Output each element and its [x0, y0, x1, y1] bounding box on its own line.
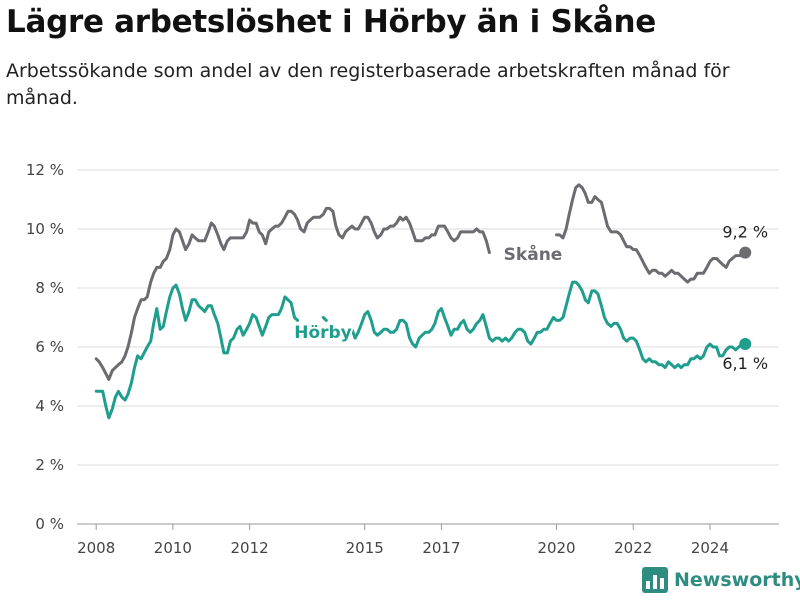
y-tick-label: 6 % [35, 338, 64, 356]
x-tick-label: 2017 [422, 539, 460, 557]
x-tick-label: 2024 [691, 539, 729, 557]
x-tick-label: 2015 [346, 539, 384, 557]
x-tick-label: 2012 [231, 539, 269, 557]
x-tick-label: 2010 [154, 539, 192, 557]
series-group [94, 183, 752, 420]
end-value-label: 9,2 % [722, 223, 768, 242]
x-axis: 2008 2010 2012 2015 2017 2020 2022 2024 [77, 524, 729, 557]
bar-chart-logo-icon [642, 567, 668, 593]
end-value-label: 6,1 % [722, 354, 768, 373]
gridlines [77, 169, 779, 525]
series-labels: 9,2 % 6,1 % Skåne Hörby [292, 223, 768, 373]
x-tick-label: 2022 [614, 539, 652, 557]
x-tick-label: 2008 [77, 539, 115, 557]
chart-title: Lägre arbetslöshet i Hörby än i Skåne [6, 4, 656, 40]
y-tick-label: 0 % [35, 515, 64, 533]
brand: Newsworthy [642, 567, 800, 593]
brand-name: Newsworthy [674, 569, 800, 591]
series-name-label: Hörby [294, 323, 352, 343]
series-name-label: Skåne [504, 243, 563, 265]
y-tick-label: 10 % [26, 220, 64, 238]
y-axis: 0 % 2 % 4 % 6 % 8 % 10 % 12 % [26, 161, 64, 533]
y-tick-label: 12 % [26, 161, 64, 179]
series-end-point [739, 338, 752, 351]
series-line-horby [94, 280, 747, 420]
y-tick-label: 2 % [35, 456, 64, 474]
y-tick-label: 4 % [35, 397, 64, 415]
x-tick-label: 2020 [537, 539, 575, 557]
series-line-skane [94, 183, 747, 381]
chart-subtitle: Arbetssökande som andel av den registerb… [6, 60, 730, 109]
y-tick-label: 8 % [35, 279, 64, 297]
series-end-point [739, 246, 752, 259]
